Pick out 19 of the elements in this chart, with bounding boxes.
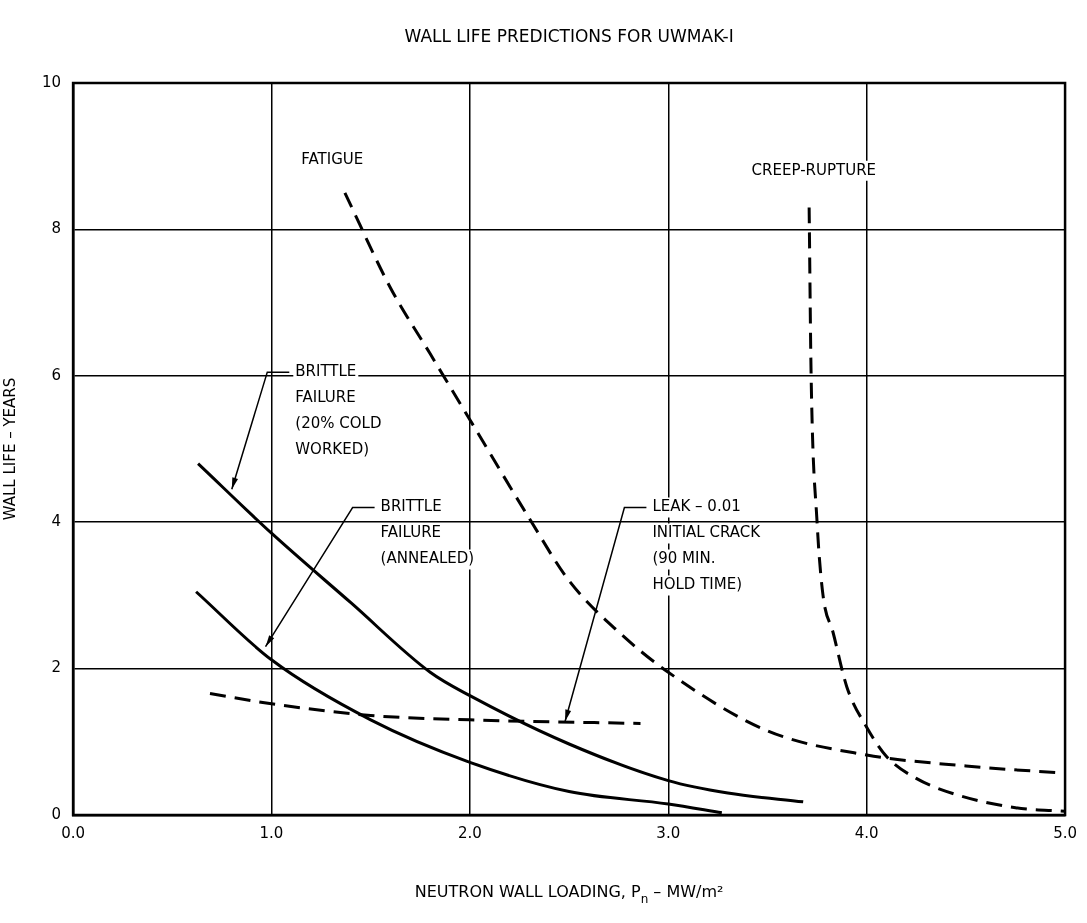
y-axis-title: WALL LIFE – YEARS bbox=[0, 377, 19, 521]
y-tick-label: 10 bbox=[41, 72, 62, 91]
x-tick-label: 5.0 bbox=[1053, 823, 1077, 842]
x-tick-label: 1.0 bbox=[259, 823, 284, 842]
x-tick-label: 0.0 bbox=[61, 823, 86, 842]
x-tick-label: 3.0 bbox=[656, 823, 681, 842]
y-tick-label: 2 bbox=[51, 658, 62, 677]
text: CREEP-RUPTURE bbox=[751, 160, 877, 179]
y-tick-label: 6 bbox=[51, 365, 62, 384]
chart-title: WALL LIFE PREDICTIONS FOR UWMAK-I bbox=[404, 26, 734, 47]
text: FATIGUE bbox=[301, 149, 364, 168]
text: BRITTLE FAILURE (20% COLD WORKED) bbox=[295, 362, 382, 459]
y-tick-label: 0 bbox=[51, 804, 62, 823]
x-tick-label: 2.0 bbox=[457, 823, 482, 842]
y-tick-label: 8 bbox=[51, 219, 62, 238]
y-tick-label: 4 bbox=[51, 512, 62, 531]
x-tick-label: 4.0 bbox=[854, 823, 879, 842]
text: BRITTLE FAILURE (ANNEALED) bbox=[380, 497, 475, 568]
text: LEAK – 0.01 INITIAL CRACK (90 MIN. HOLD TIME) bbox=[652, 497, 762, 594]
